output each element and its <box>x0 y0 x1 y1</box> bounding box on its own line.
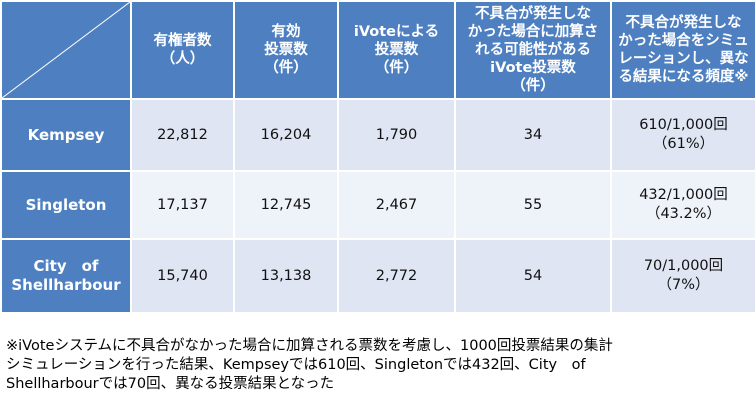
table-row: City of Shellharbour 15,740 13,138 2,772… <box>0 238 755 314</box>
ivotes-cell: 2,467 <box>337 170 456 240</box>
ivotes-cell: 1,790 <box>337 98 456 172</box>
header-voters: 有権者数 （人） <box>130 0 235 100</box>
corner-cell <box>0 0 132 100</box>
header-frequency: 不具合が発生しな かった場合をシミュ レーションし、異な る結果になる頻度※ <box>610 0 755 100</box>
footnote: ※iVoteシステムに不具合がなかった場合に加算される票数を考慮し、1000回投… <box>6 337 751 394</box>
diagonal-line <box>3 3 129 97</box>
valid-votes-cell: 16,204 <box>233 98 339 172</box>
table-row: Singleton 17,137 12,745 2,467 55 432/1,0… <box>0 170 755 240</box>
header-possible-ivotes: 不具合が発生しな かった場合に加算さ れる可能性がある iVote投票数 （件） <box>454 0 612 100</box>
possible-ivotes-cell: 55 <box>454 170 612 240</box>
voters-cell: 15,740 <box>130 238 235 314</box>
table-row: Kempsey 22,812 16,204 1,790 34 610/1,000… <box>0 98 755 172</box>
header-valid-votes: 有効 投票数 （件） <box>233 0 339 100</box>
row-label-kempsey: Kempsey <box>0 98 132 172</box>
valid-votes-cell: 13,138 <box>233 238 339 314</box>
footnote-line: シミュレーションを行った結果、Kempseyでは610回、Singletonでは… <box>6 357 586 373</box>
row-label-shellharbour: City of Shellharbour <box>0 238 132 314</box>
possible-ivotes-cell: 34 <box>454 98 612 172</box>
header-row: 有権者数 （人） 有効 投票数 （件） iVoteによる 投票数 （件） 不具合… <box>0 0 755 100</box>
valid-votes-cell: 12,745 <box>233 170 339 240</box>
possible-ivotes-cell: 54 <box>454 238 612 314</box>
ivotes-cell: 2,772 <box>337 238 456 314</box>
election-results-table: 有権者数 （人） 有効 投票数 （件） iVoteによる 投票数 （件） 不具合… <box>0 0 755 314</box>
row-label-singleton: Singleton <box>0 170 132 240</box>
frequency-cell: 70/1,000回 （7%） <box>610 238 755 314</box>
voters-cell: 17,137 <box>130 170 235 240</box>
frequency-cell: 610/1,000回 （61%） <box>610 98 755 172</box>
voters-cell: 22,812 <box>130 98 235 172</box>
footnote-line: Shellharbourでは70回、異なる投票結果となった <box>6 376 335 392</box>
header-ivotes: iVoteによる 投票数 （件） <box>337 0 456 100</box>
frequency-cell: 432/1,000回 （43.2%） <box>610 170 755 240</box>
footnote-line: ※iVoteシステムに不具合がなかった場合に加算される票数を考慮し、1000回投… <box>6 338 613 354</box>
